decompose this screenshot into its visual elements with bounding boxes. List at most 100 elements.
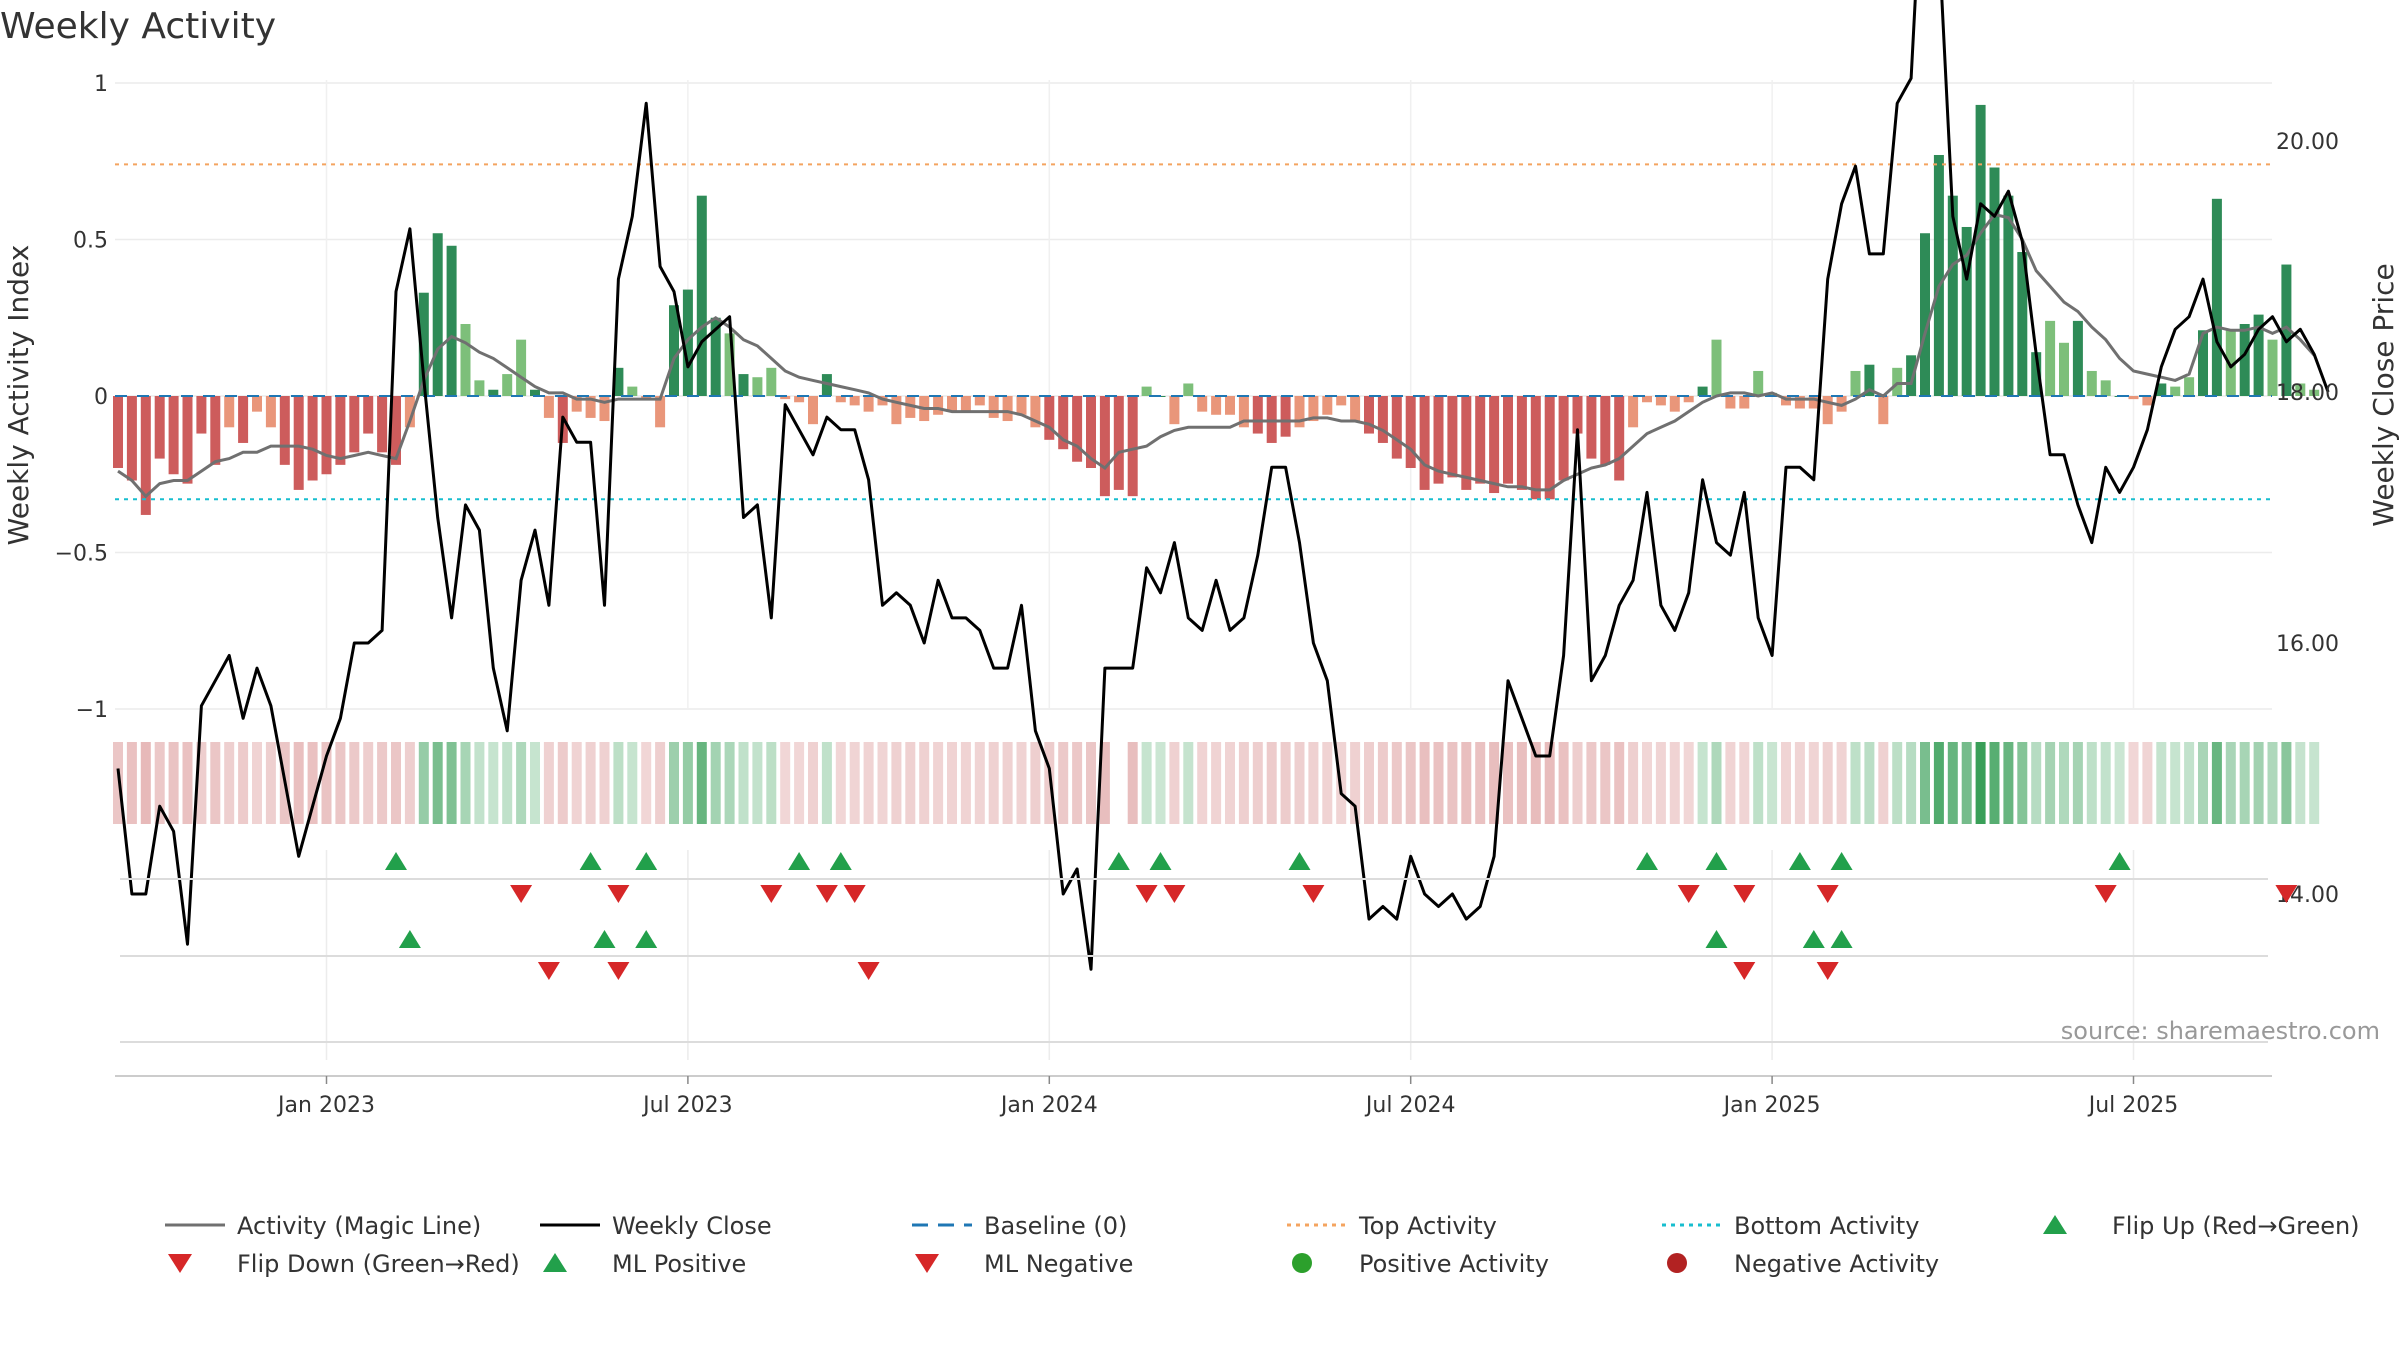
activity-bar <box>265 396 276 428</box>
heat-strip-cell <box>2170 742 2181 824</box>
activity-bar <box>1086 396 1096 468</box>
activity-bar <box>1642 396 1652 403</box>
heat-strip-cell <box>140 742 151 824</box>
heat-strip-cell <box>1447 742 1458 824</box>
flip-down-marker <box>1733 885 1756 903</box>
activity-bar <box>1850 370 1861 396</box>
right-tick-label: 18.00 <box>2276 381 2339 406</box>
heat-strip-cell <box>543 742 554 824</box>
activity-bar <box>655 396 666 428</box>
heat-strip-cell <box>1878 742 1889 824</box>
legend-label: Activity (Magic Line) <box>237 1212 481 1240</box>
activity-bar <box>724 333 735 396</box>
activity-bar <box>2059 342 2069 396</box>
heat-strip-cell <box>696 742 707 824</box>
activity-bar <box>1614 396 1625 481</box>
heat-strip-cell <box>766 742 777 824</box>
activity-bar <box>641 396 652 400</box>
activity-bar <box>1544 396 1555 500</box>
heat-strip-cell <box>502 742 513 824</box>
activity-bar <box>418 292 429 396</box>
activity-bar <box>960 396 971 412</box>
activity-bar <box>363 396 374 434</box>
heat-strip-cell <box>613 742 624 824</box>
heat-strip-cell <box>1781 742 1791 824</box>
activity-bar <box>808 396 818 425</box>
heat-strip-cell <box>2309 742 2320 824</box>
heat-strip-cell <box>1391 742 1402 824</box>
legend-item-close: Weekly Close <box>540 1212 772 1240</box>
left-axis-title: Weekly Activity Index <box>2 245 35 546</box>
heat-strip-cell <box>335 742 346 824</box>
activity-bar <box>2072 320 2083 396</box>
heat-strip-cell <box>210 742 221 824</box>
heat-strip-cell <box>1628 742 1639 824</box>
heat-strip-cell <box>1266 742 1277 824</box>
activity-bar <box>1377 396 1388 443</box>
right-tick-label: 16.00 <box>2276 632 2339 657</box>
ml-negative-marker <box>857 962 880 980</box>
heat-strip-cell <box>974 742 985 824</box>
heat-strip-cell <box>1086 742 1096 824</box>
activity-bar <box>307 396 318 481</box>
heat-strip-cell <box>488 742 499 824</box>
activity-bar <box>974 396 985 406</box>
activity-bar <box>1475 396 1486 484</box>
activity-bar <box>224 396 235 428</box>
flip-up-marker <box>1149 852 1172 870</box>
legend-label: ML Negative <box>984 1250 1133 1278</box>
heat-strip-cell <box>113 742 123 824</box>
heat-strip-cell <box>1072 742 1083 824</box>
activity-bar <box>1030 396 1041 428</box>
activity-bar <box>2267 339 2278 396</box>
flip-down-marker <box>1163 885 1186 903</box>
activity-bar <box>1308 396 1319 422</box>
activity-bar <box>988 396 999 418</box>
x-tick-label: Jul 2023 <box>641 1093 733 1118</box>
activity-bar <box>391 396 401 465</box>
ml-positive-marker <box>398 930 421 948</box>
heat-strip-cell <box>627 742 638 824</box>
activity-bar <box>1350 396 1361 422</box>
heat-strip-cell <box>1642 742 1652 824</box>
activity-bar <box>599 396 610 422</box>
heat-strip-cell <box>1377 742 1388 824</box>
heat-strip-cell <box>418 742 429 824</box>
activity-bar <box>752 377 763 396</box>
heat-strip-cell <box>1989 742 2000 824</box>
heat-strip-cell <box>1739 742 1750 824</box>
heat-strip-cell <box>1586 742 1597 824</box>
flip-up-marker <box>385 852 407 870</box>
activity-bar <box>335 396 346 465</box>
legend-item-top: Top Activity <box>1287 1212 1497 1240</box>
legend-label: Positive Activity <box>1359 1250 1549 1278</box>
activity-bar <box>1447 396 1458 478</box>
heat-strip-cell <box>363 742 374 824</box>
activity-bar <box>682 289 693 396</box>
heat-strip-cell <box>808 742 818 824</box>
activity-bar <box>1725 396 1736 409</box>
heat-strip-cell <box>1211 742 1222 824</box>
heat-strip-cell <box>1794 742 1805 824</box>
activity-bar <box>821 374 832 396</box>
heat-strip-cell <box>794 742 805 824</box>
heat-strip-cell <box>2295 742 2306 824</box>
ml-negative-marker <box>1816 962 1839 980</box>
heat-strip-cell <box>2059 742 2069 824</box>
activity-bar <box>1141 386 1152 396</box>
activity-bar <box>1822 396 1833 425</box>
legend-item-posact: Positive Activity <box>1292 1250 1549 1278</box>
activity-bar <box>488 389 499 396</box>
left-tick-label: −0.5 <box>55 542 108 567</box>
heat-strip-cell <box>1433 742 1444 824</box>
heat-strip-cell <box>1364 742 1374 824</box>
heat-strip-cell <box>724 742 735 824</box>
legend-label: Negative Activity <box>1734 1250 1939 1278</box>
heat-strip-cell <box>182 742 193 824</box>
heat-strip-cell <box>2142 742 2153 824</box>
heat-strip-cell <box>1516 742 1527 824</box>
heat-strip-cell <box>682 742 693 824</box>
activity-bar <box>321 396 332 475</box>
activity-bar <box>1933 154 1944 396</box>
